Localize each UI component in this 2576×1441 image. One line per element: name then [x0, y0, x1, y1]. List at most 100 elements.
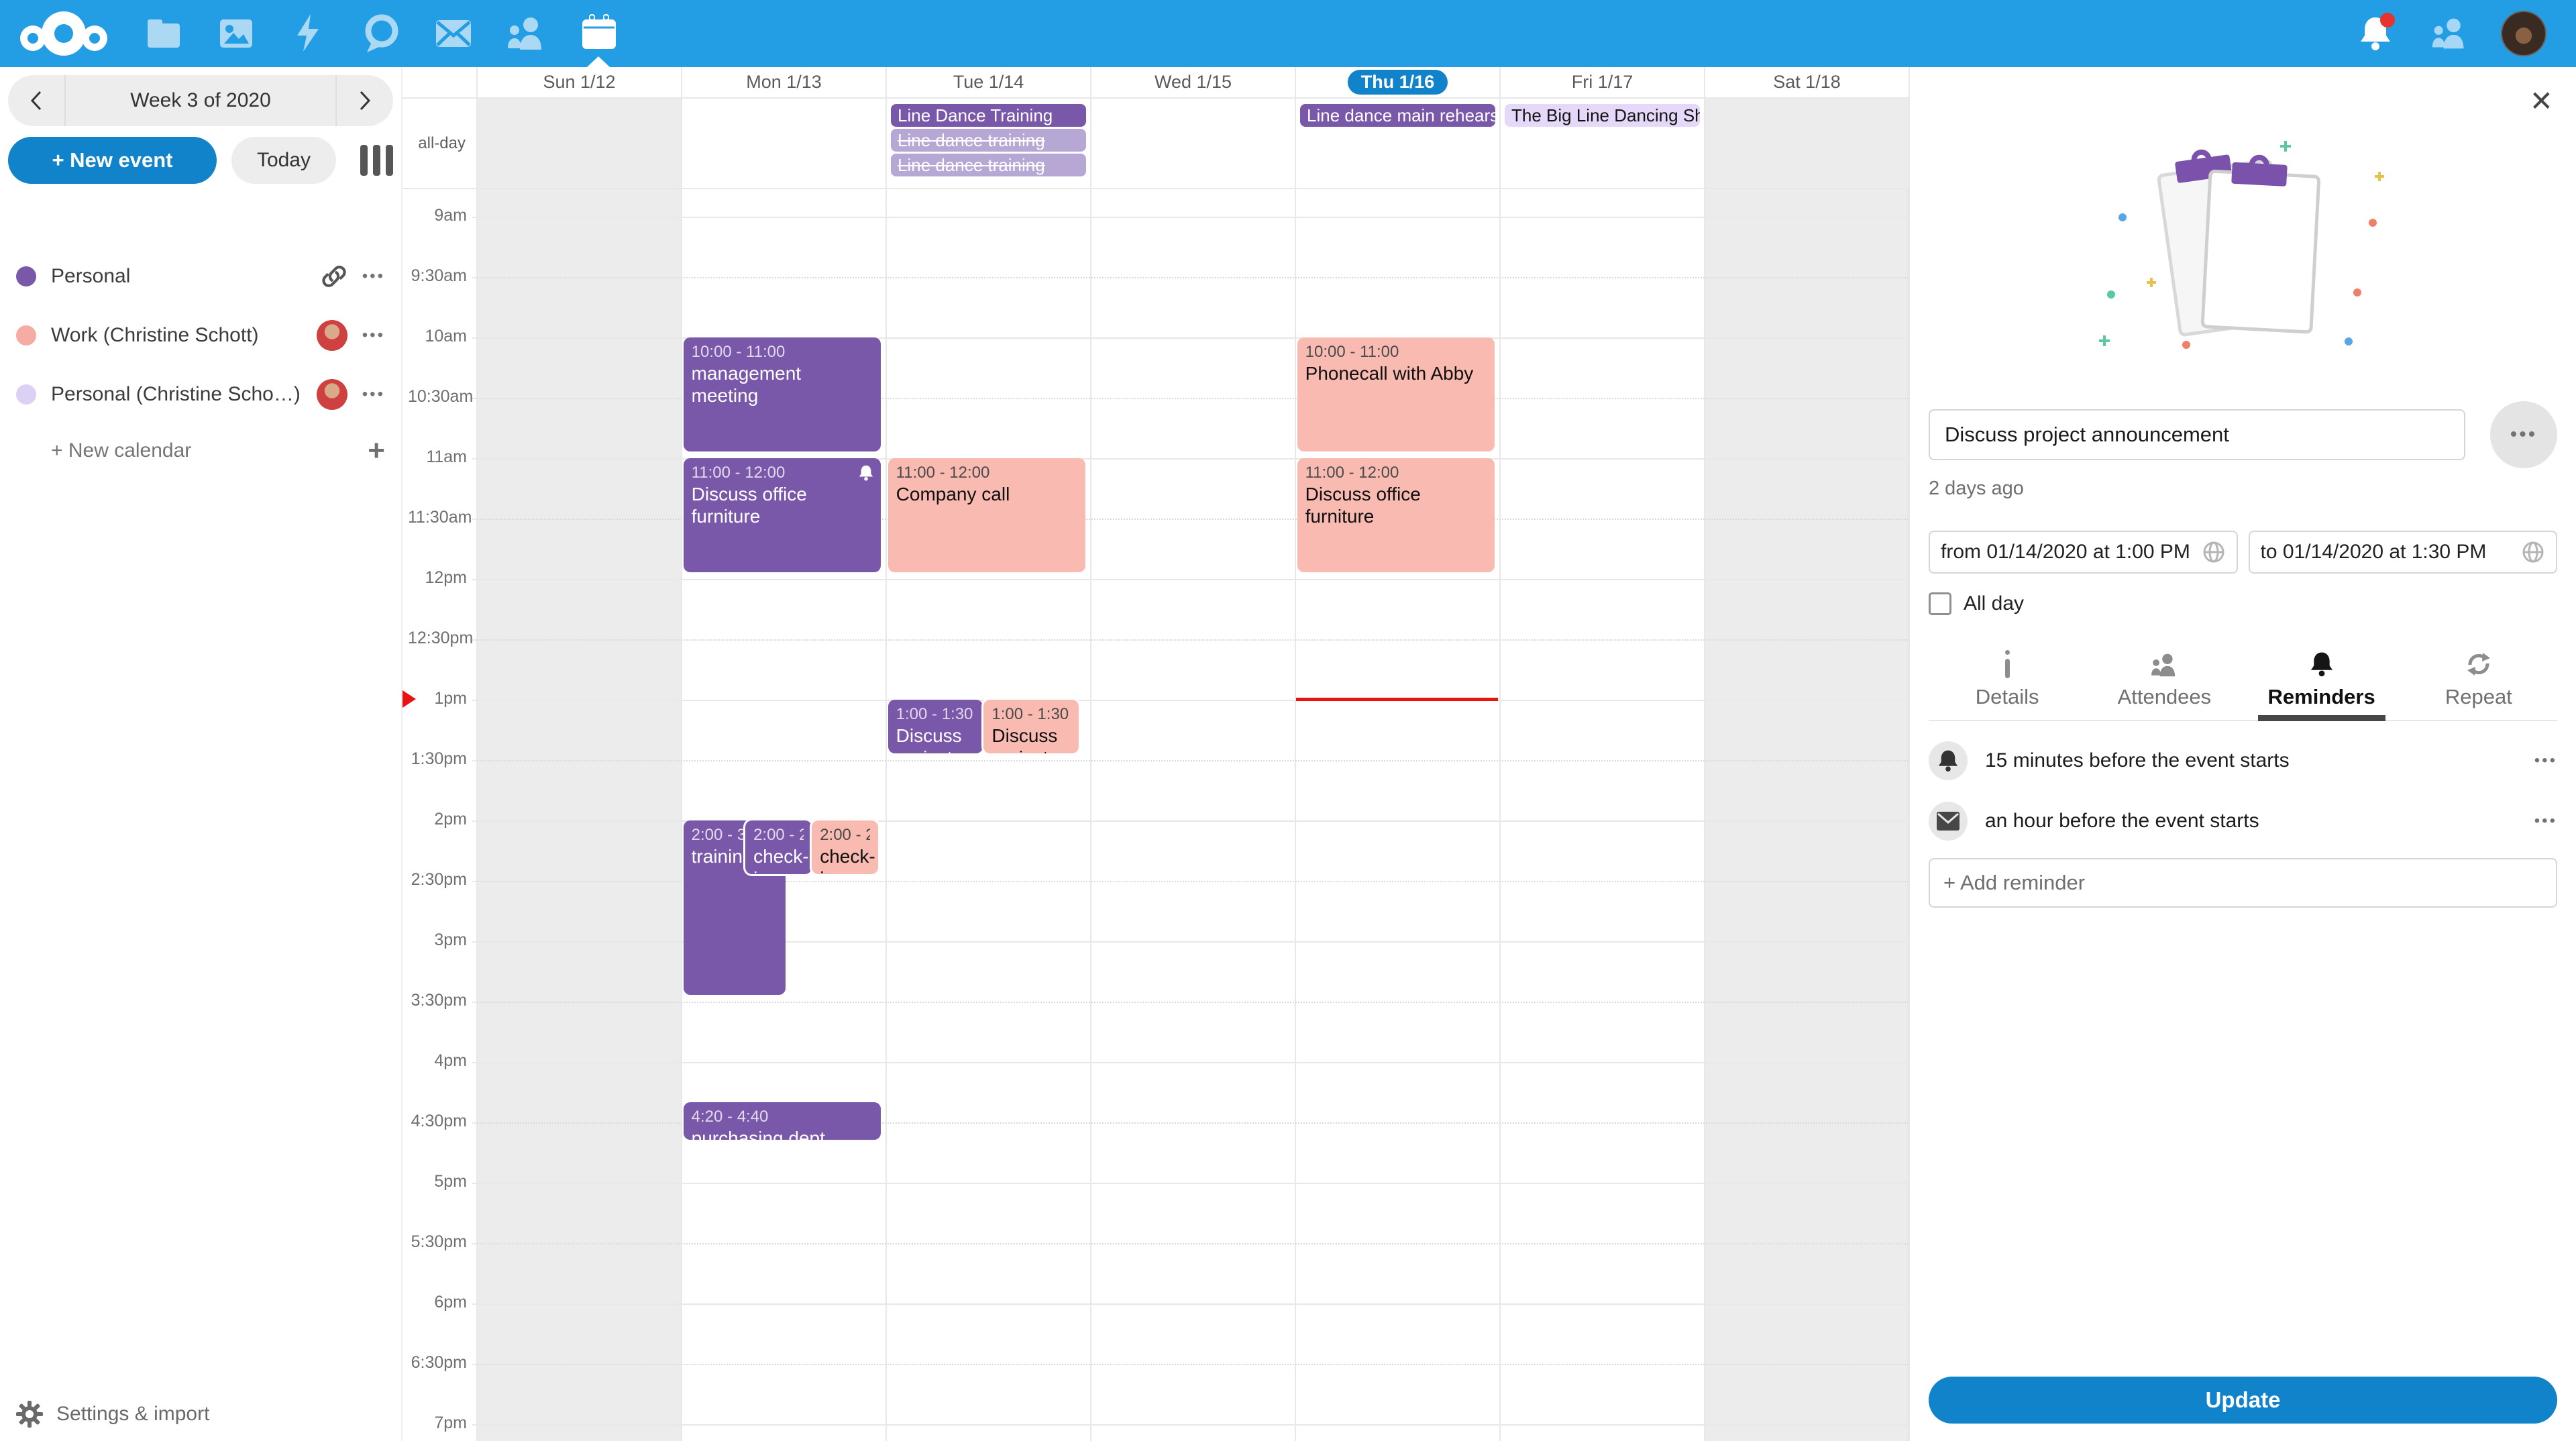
- start-datetime-field[interactable]: from 01/14/2020 at 1:00 PM: [1929, 531, 2238, 574]
- grid-line: [402, 398, 1909, 399]
- time-label: 6:30pm: [402, 1353, 472, 1373]
- timezone-globe-icon[interactable]: [2521, 540, 2545, 564]
- ellipsis-icon: •••: [2510, 423, 2538, 445]
- share-link-icon[interactable]: [321, 263, 347, 290]
- calendar-event[interactable]: 10:00 - 11:00 Phonecall with Abby: [1297, 337, 1495, 451]
- all-day-cell[interactable]: [1090, 99, 1295, 188]
- calendar-event[interactable]: 2:00 - 2:30 check-in: [745, 820, 812, 874]
- tab-attendees[interactable]: Attendees: [2086, 645, 2243, 720]
- event-title-input[interactable]: [1929, 409, 2465, 460]
- talk-icon[interactable]: [345, 0, 417, 67]
- calendar-menu-icon[interactable]: •••: [362, 267, 385, 285]
- editor-tabs: Details Attendees Reminders Repeat: [1929, 645, 2557, 721]
- all-day-cell[interactable]: Line Dance Training Line dance training Li…: [885, 99, 1090, 188]
- reminder-menu-icon[interactable]: •••: [2534, 751, 2557, 769]
- event-title: Discuss project: [991, 725, 1058, 753]
- tab-label: Details: [1975, 685, 2039, 708]
- calendar-event[interactable]: 1:00 - 1:30 Discuss project announcement: [888, 700, 983, 753]
- calendar-event[interactable]: 11:00 - 12:00 Discuss office furniture: [1297, 458, 1495, 572]
- activity-icon[interactable]: [272, 0, 345, 67]
- timezone-globe-icon[interactable]: [2202, 540, 2226, 564]
- contacts-icon[interactable]: [490, 0, 562, 67]
- all-day-cell[interactable]: [476, 99, 681, 188]
- reminder-row[interactable]: an hour before the event starts •••: [1929, 791, 2557, 851]
- calendar-event[interactable]: 4:20 - 4:40 purchasing dept: [683, 1102, 881, 1140]
- user-avatar[interactable]: [2501, 11, 2546, 56]
- week-view-toggle-icon[interactable]: [360, 145, 393, 176]
- current-time-arrow-icon: [402, 690, 416, 708]
- column-divider: [681, 189, 682, 1441]
- calendar-list-item[interactable]: Personal •••: [0, 247, 401, 306]
- time-label: 7pm: [402, 1413, 472, 1434]
- event-time-range: 11:00 - 12:00: [691, 464, 786, 482]
- event-created-timestamp: 2 days ago: [1929, 478, 2024, 499]
- new-calendar-button[interactable]: + New calendar +: [51, 434, 385, 467]
- all-day-cell[interactable]: [1704, 99, 1909, 188]
- event-title: check-in: [753, 846, 809, 874]
- mail-icon[interactable]: [417, 0, 490, 67]
- all-day-event-chip[interactable]: Line dance training: [891, 154, 1086, 176]
- time-label: 11:30am: [402, 508, 472, 528]
- day-header[interactable]: Tue 1/14: [885, 67, 1090, 97]
- calendar-list-item[interactable]: Work (Christine Schott) •••: [0, 306, 401, 365]
- calendar-icon[interactable]: [562, 0, 635, 67]
- all-day-event-chip[interactable]: The Big Line Dancing Show: [1505, 104, 1700, 127]
- owner-avatar: [316, 320, 347, 351]
- event-title: Discuss office furniture: [691, 484, 807, 527]
- calendar-menu-icon[interactable]: •••: [362, 326, 385, 344]
- event-title: management meeting: [691, 363, 802, 406]
- notifications-bell-icon[interactable]: [2353, 11, 2398, 56]
- add-reminder-button[interactable]: + Add reminder: [1929, 858, 2557, 908]
- tab-details[interactable]: Details: [1929, 645, 2086, 720]
- all-day-cell[interactable]: The Big Line Dancing Show: [1499, 99, 1704, 188]
- day-header[interactable]: Thu 1/16: [1295, 67, 1499, 97]
- day-header[interactable]: Wed 1/15: [1090, 67, 1295, 97]
- end-datetime-field[interactable]: to 01/14/2020 at 1:30 PM: [2248, 531, 2557, 574]
- next-week-button[interactable]: [337, 75, 393, 126]
- event-actions-button[interactable]: •••: [2490, 401, 2557, 468]
- calendar-event[interactable]: 10:00 - 11:00 management meeting: [683, 337, 881, 451]
- calendar-event[interactable]: 2:00 - 2:30 check-in: [812, 820, 879, 874]
- all-day-event-chip[interactable]: Line Dance Training: [891, 104, 1086, 127]
- time-grid[interactable]: 9am 9:30am 10am 10:30am 11am 11:30am 12pm 12:30…: [402, 189, 1909, 1441]
- tab-reminders[interactable]: Reminders: [2243, 645, 2400, 721]
- calendar-event[interactable]: 1:00 - 1:30 Discuss project: [983, 700, 1079, 753]
- calendar-event[interactable]: 11:00 - 12:00 Company call: [888, 458, 1085, 572]
- previous-week-button[interactable]: [8, 75, 64, 126]
- calendar-list-item[interactable]: Personal (Christine Scho…) •••: [0, 365, 401, 424]
- photos-icon[interactable]: [200, 0, 272, 67]
- nextcloud-logo[interactable]: [0, 0, 127, 67]
- day-header[interactable]: Sun 1/12: [476, 67, 681, 97]
- time-label: 2:30pm: [402, 870, 472, 890]
- new-event-button[interactable]: + New event: [8, 137, 217, 184]
- event-time-range: 2:00 - 2:30: [753, 826, 804, 844]
- calendar-menu-icon[interactable]: •••: [362, 385, 385, 403]
- all-day-checkbox-label[interactable]: All day: [1964, 592, 2025, 615]
- close-icon[interactable]: ✕: [2529, 85, 2553, 117]
- week-label[interactable]: Week 3 of 2020: [64, 75, 337, 126]
- all-day-cell[interactable]: [681, 99, 885, 188]
- all-day-event-chip[interactable]: Line dance training: [891, 129, 1086, 152]
- time-label: 10am: [402, 327, 472, 347]
- all-day-cell[interactable]: Line dance main rehearsal: [1295, 99, 1499, 188]
- calendar-event[interactable]: 11:00 - 12:00 Discuss office furniture: [683, 458, 881, 572]
- today-button[interactable]: Today: [231, 137, 336, 184]
- all-day-checkbox[interactable]: [1929, 592, 1951, 615]
- calendar-list: Personal ••• Work (Christine Schott) •••…: [0, 247, 401, 478]
- calendar-color-dot: [16, 384, 36, 405]
- update-button[interactable]: Update: [1929, 1377, 2557, 1424]
- day-header[interactable]: Mon 1/13: [681, 67, 885, 97]
- event-time-range: 4:20 - 4:40: [691, 1108, 769, 1126]
- reminder-row[interactable]: 15 minutes before the event starts •••: [1929, 731, 2557, 791]
- contacts-menu-icon[interactable]: [2427, 11, 2471, 56]
- reminder-mail-icon: [1929, 802, 1968, 841]
- day-header[interactable]: Sat 1/18: [1704, 67, 1909, 97]
- files-icon[interactable]: [127, 0, 200, 67]
- tab-repeat[interactable]: Repeat: [2400, 645, 2557, 720]
- grid-line: [402, 1062, 1909, 1063]
- day-header[interactable]: Fri 1/17: [1499, 67, 1704, 97]
- reminder-menu-icon[interactable]: •••: [2534, 812, 2557, 830]
- settings-import-button[interactable]: Settings & import: [16, 1401, 209, 1428]
- all-day-event-chip[interactable]: Line dance main rehearsal: [1300, 104, 1495, 127]
- active-tab-underline: [2257, 715, 2385, 721]
